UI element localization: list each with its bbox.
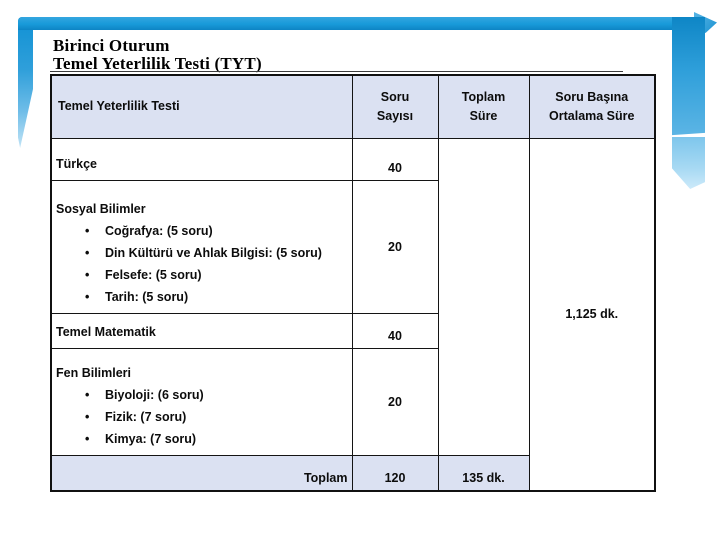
bullet-item: Tarih: (5 soru) <box>56 286 350 308</box>
tyt-exam-table: Temel Yeterlilik Testi Soru Sayısı Topla… <box>50 74 656 492</box>
soru-sayisi-cell-turkce: 40 <box>351 137 439 181</box>
subject-cell-sosyal-bilimler: Sosyal Bilimler Coğrafya: (5 soru) Din K… <box>50 179 353 314</box>
soru-sayisi-cell-temel-matematik: 40 <box>351 312 439 349</box>
title-underline <box>50 71 623 72</box>
bullet-item: Din Kültürü ve Ahlak Bilgisi: (5 soru) <box>56 242 350 264</box>
soru-sayisi-cell-fen-bilimleri: 20 <box>351 347 439 456</box>
fen-bilimleri-bullet-list: Biyoloji: (6 soru) Fizik: (7 soru) Kimya… <box>56 384 350 450</box>
subject-cell-fen-bilimleri: Fen Bilimleri Biyoloji: (6 soru) Fizik: … <box>50 347 353 456</box>
top-bar-decoration <box>18 17 705 30</box>
sosyal-bilimler-bullet-list: Coğrafya: (5 soru) Din Kültürü ve Ahlak … <box>56 220 350 308</box>
table-row-fen-bilimleri: Fen Bilimleri Biyoloji: (6 soru) Fizik: … <box>50 347 655 456</box>
footer-toplam-soru-sayisi: 120 <box>351 454 439 492</box>
bullet-item: Kimya: (7 soru) <box>56 428 350 450</box>
column-header-label: Soru <box>380 89 410 104</box>
subject-label: Sosyal Bilimler <box>56 201 146 216</box>
footer-toplam-label: Toplam <box>50 454 353 492</box>
table-row-turkce: Türkçe 40 1,125 dk. <box>50 137 656 492</box>
column-header-label: Temel Yeterlilik Testi <box>58 99 180 114</box>
footer-toplam-sure: 135 dk. <box>437 454 530 492</box>
table-row-temel-matematik: Temel Matematik 40 <box>50 312 655 349</box>
subject-label: Fen Bilimleri <box>56 365 132 380</box>
column-header-temel-yeterlilik-testi: Temel Yeterlilik Testi <box>50 74 353 139</box>
soru-sayisi-cell-sosyal-bilimler: 20 <box>351 179 439 314</box>
slide-title-line-2: Temel Yeterlilik Testi (TYT) <box>53 53 262 73</box>
column-header-label: Süre <box>469 108 498 123</box>
column-header-label: Ortalama Süre <box>549 108 635 123</box>
slide-title-line-1: Birinci Oturum <box>53 36 170 55</box>
table-footer-row-toplam: Toplam 120 135 dk. <box>50 454 655 492</box>
subject-cell-temel-matematik: Temel Matematik <box>50 312 353 349</box>
column-header-toplam-sure: Toplam Süre <box>437 74 530 139</box>
bullet-item: Biyoloji: (6 soru) <box>56 384 350 406</box>
column-header-soru-basina-ortalama-sure: Soru Başına Ortalama Süre <box>528 74 656 139</box>
left-ribbon-decoration <box>18 17 33 148</box>
subject-label: Türkçe <box>56 156 97 171</box>
column-header-soru-sayisi: Soru Sayısı <box>351 74 439 139</box>
soru-basina-ortalama-sure-cell: 1,125 dk. <box>528 137 656 492</box>
bullet-item: Felsefe: (5 soru) <box>56 264 350 286</box>
table-header-row: Temel Yeterlilik Testi Soru Sayısı Topla… <box>50 74 656 139</box>
right-ribbon-upper <box>672 17 705 136</box>
bullet-item: Coğrafya: (5 soru) <box>56 220 350 242</box>
slide-title: Birinci Oturum Temel Yeterlilik Testi (T… <box>53 37 262 72</box>
right-ribbon-decoration <box>672 17 705 189</box>
subject-cell-turkce: Türkçe <box>50 137 353 181</box>
right-ribbon-lower <box>672 137 705 189</box>
subject-label: Temel Matematik <box>56 324 156 339</box>
table-row-sosyal-bilimler: Sosyal Bilimler Coğrafya: (5 soru) Din K… <box>50 179 655 314</box>
column-header-label: Soru Başına <box>555 89 629 104</box>
column-header-label: Sayısı <box>376 108 414 123</box>
bullet-item: Fizik: (7 soru) <box>56 406 350 428</box>
column-header-label: Toplam <box>461 89 506 104</box>
toplam-sure-merged-cell <box>437 137 530 456</box>
